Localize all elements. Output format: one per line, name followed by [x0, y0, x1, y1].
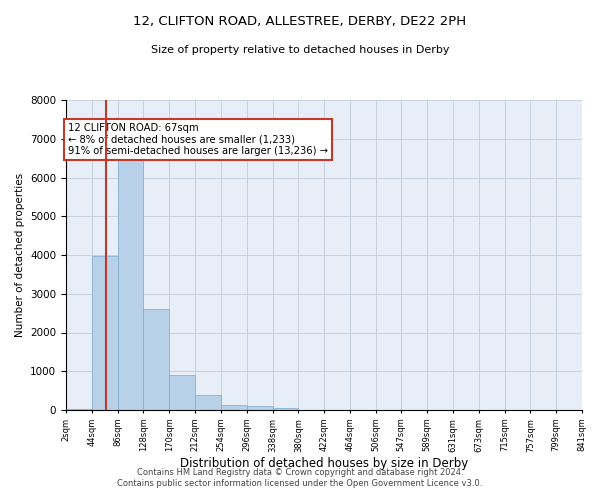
Bar [195, 396, 221, 410]
Text: 12 CLIFTON ROAD: 67sqm
← 8% of detached houses are smaller (1,233)
91% of semi-d: 12 CLIFTON ROAD: 67sqm ← 8% of detached … [68, 123, 328, 156]
Text: Contains HM Land Registry data © Crown copyright and database right 2024.
Contai: Contains HM Land Registry data © Crown c… [118, 468, 482, 487]
Bar [92, 256, 118, 410]
Bar [66, 409, 92, 410]
Bar [272, 408, 298, 410]
Bar [247, 406, 272, 410]
Y-axis label: Number of detached properties: Number of detached properties [14, 173, 25, 337]
Bar [118, 158, 143, 410]
Bar [143, 309, 169, 410]
Bar [221, 405, 247, 410]
X-axis label: Distribution of detached houses by size in Derby: Distribution of detached houses by size … [180, 457, 468, 470]
Text: Size of property relative to detached houses in Derby: Size of property relative to detached ho… [151, 45, 449, 55]
Text: 12, CLIFTON ROAD, ALLESTREE, DERBY, DE22 2PH: 12, CLIFTON ROAD, ALLESTREE, DERBY, DE22… [133, 15, 467, 28]
Bar [169, 375, 195, 410]
